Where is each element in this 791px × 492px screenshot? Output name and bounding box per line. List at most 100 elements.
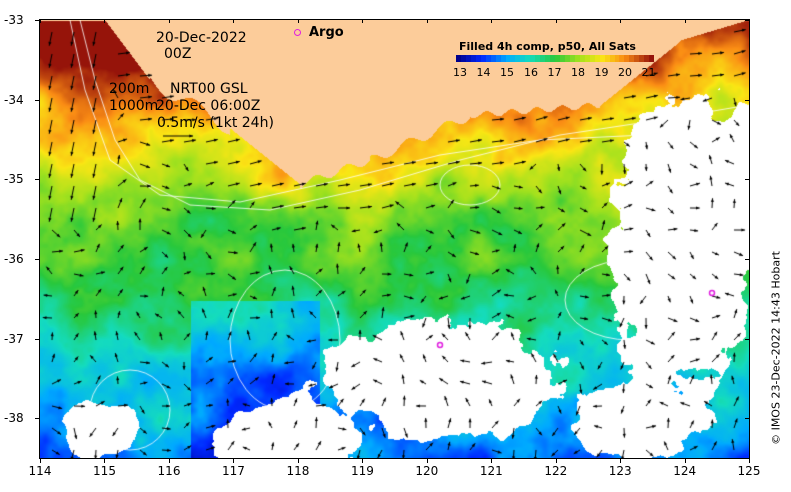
- colorbar-swatch: [550, 55, 556, 62]
- colorbar-swatch: [470, 55, 476, 62]
- tick-mark: [491, 19, 493, 23]
- colorbar-swatch: [594, 55, 600, 62]
- tick-mark: [555, 458, 557, 463]
- tick-mark: [168, 19, 170, 23]
- tick-mark: [362, 458, 364, 463]
- x-tick-label: 124: [673, 464, 697, 478]
- colorbar-swatch: [569, 55, 575, 62]
- y-tick-label: -35: [4, 172, 24, 187]
- tick-mark: [104, 19, 106, 23]
- colorbar-swatch: [649, 55, 655, 62]
- tick-mark: [745, 20, 749, 21]
- y-tick-label: -33: [4, 13, 24, 27]
- colorbar-swatch: [564, 55, 570, 62]
- x-tick-label: 123: [608, 464, 632, 478]
- colorbar-swatch: [490, 55, 496, 62]
- colorbar-swatch: [460, 55, 466, 62]
- colorbar-tick-label: 18: [571, 66, 585, 79]
- x-tick-label: 117: [221, 464, 245, 478]
- colorbar-swatch: [500, 55, 506, 62]
- colorbar-swatch: [599, 55, 605, 62]
- tick-mark: [35, 20, 40, 21]
- colorbar-swatch: [634, 55, 640, 62]
- depth-1000-label: 1000m: [109, 98, 159, 114]
- x-tick-label: 118: [286, 464, 310, 478]
- x-tick-label: 122: [544, 464, 568, 478]
- tick-mark: [491, 458, 493, 463]
- colorbar-tick-label: 20: [618, 66, 632, 79]
- tick-mark: [426, 19, 428, 23]
- tick-mark: [684, 19, 686, 23]
- colorbar-tick-label: 13: [453, 66, 467, 79]
- tick-mark: [749, 19, 750, 23]
- colorbar-tick-label: 17: [547, 66, 562, 79]
- colorbar-tick-label: 21: [641, 66, 656, 79]
- tick-mark: [297, 19, 299, 23]
- colorbar-swatch: [535, 55, 541, 62]
- date-label: 20-Dec-2022: [156, 30, 247, 46]
- tick-mark: [168, 458, 170, 463]
- tick-mark: [35, 258, 40, 260]
- colorbar-swatch: [520, 55, 526, 62]
- hour-label: 00Z: [164, 46, 192, 62]
- sst-map-area: [40, 20, 749, 458]
- sst-field: [40, 20, 749, 458]
- colorbar-swatch: [579, 55, 585, 62]
- tick-mark: [620, 458, 622, 463]
- tick-mark: [40, 458, 41, 463]
- colorbar-swatch: [495, 55, 501, 62]
- colorbar-swatch: [510, 55, 516, 62]
- tick-mark: [233, 19, 235, 23]
- tick-mark: [745, 99, 749, 101]
- tick-mark: [745, 258, 749, 260]
- colorbar-ticks: 13 14 15 16 17 18 19 20 21: [449, 66, 659, 80]
- colorbar-swatch: [505, 55, 511, 62]
- x-tick-label: 115: [93, 464, 116, 478]
- x-tick-label: 119: [350, 464, 374, 478]
- depth-200-label: 200m: [109, 81, 150, 97]
- colorbar-swatch: [560, 55, 565, 62]
- colorbar-swatch: [465, 55, 471, 62]
- tick-mark: [35, 179, 40, 181]
- colorbar-swatch: [555, 55, 561, 62]
- tick-mark: [745, 338, 749, 340]
- tick-mark: [104, 458, 106, 463]
- x-tick-label: 120: [415, 464, 439, 478]
- colorbar-tick-label: 14: [476, 66, 491, 79]
- x-tick-label: 125: [737, 464, 761, 478]
- tick-mark: [745, 418, 749, 420]
- tick-mark: [684, 458, 686, 463]
- x-tick-label: 116: [157, 464, 181, 478]
- colorbar-swatch: [604, 55, 610, 62]
- colorbar: [456, 55, 655, 62]
- y-tick-label: -37: [4, 331, 24, 346]
- x-tick-label: 121: [479, 464, 503, 478]
- tick-mark: [35, 338, 40, 340]
- y-tick-label: -34: [4, 92, 24, 107]
- colorbar-tick-label: 19: [594, 66, 609, 79]
- product-label: NRT00 GSL: [170, 81, 248, 97]
- y-tick-label: -38: [4, 411, 24, 426]
- x-tick-label: 114: [28, 464, 52, 478]
- velocity-scale-label: 0.5m/s (1kt 24h): [157, 115, 274, 131]
- colorbar-swatch: [545, 55, 551, 62]
- tick-mark: [35, 418, 40, 420]
- colorbar-swatch: [629, 55, 635, 62]
- tick-mark: [233, 458, 235, 463]
- colorbar-swatch: [584, 55, 590, 62]
- colorbar-swatch: [619, 55, 625, 62]
- colorbar-swatch: [624, 55, 630, 62]
- colorbar-swatch: [480, 55, 486, 62]
- colorbar-title: Filled 4h comp, p50, All Sats: [459, 40, 636, 53]
- tick-mark: [620, 19, 622, 23]
- colorbar-swatch: [574, 55, 580, 62]
- tick-mark: [749, 458, 750, 463]
- colorbar-swatch: [456, 55, 461, 62]
- tick-mark: [40, 19, 41, 23]
- argo-legend: Argo: [294, 25, 344, 40]
- colorbar-swatch: [614, 55, 620, 62]
- colorbar-swatch: [525, 55, 531, 62]
- product-time-label: 20-Dec 06:00Z: [156, 98, 261, 114]
- tick-mark: [35, 99, 40, 101]
- colorbar-swatch: [515, 55, 521, 62]
